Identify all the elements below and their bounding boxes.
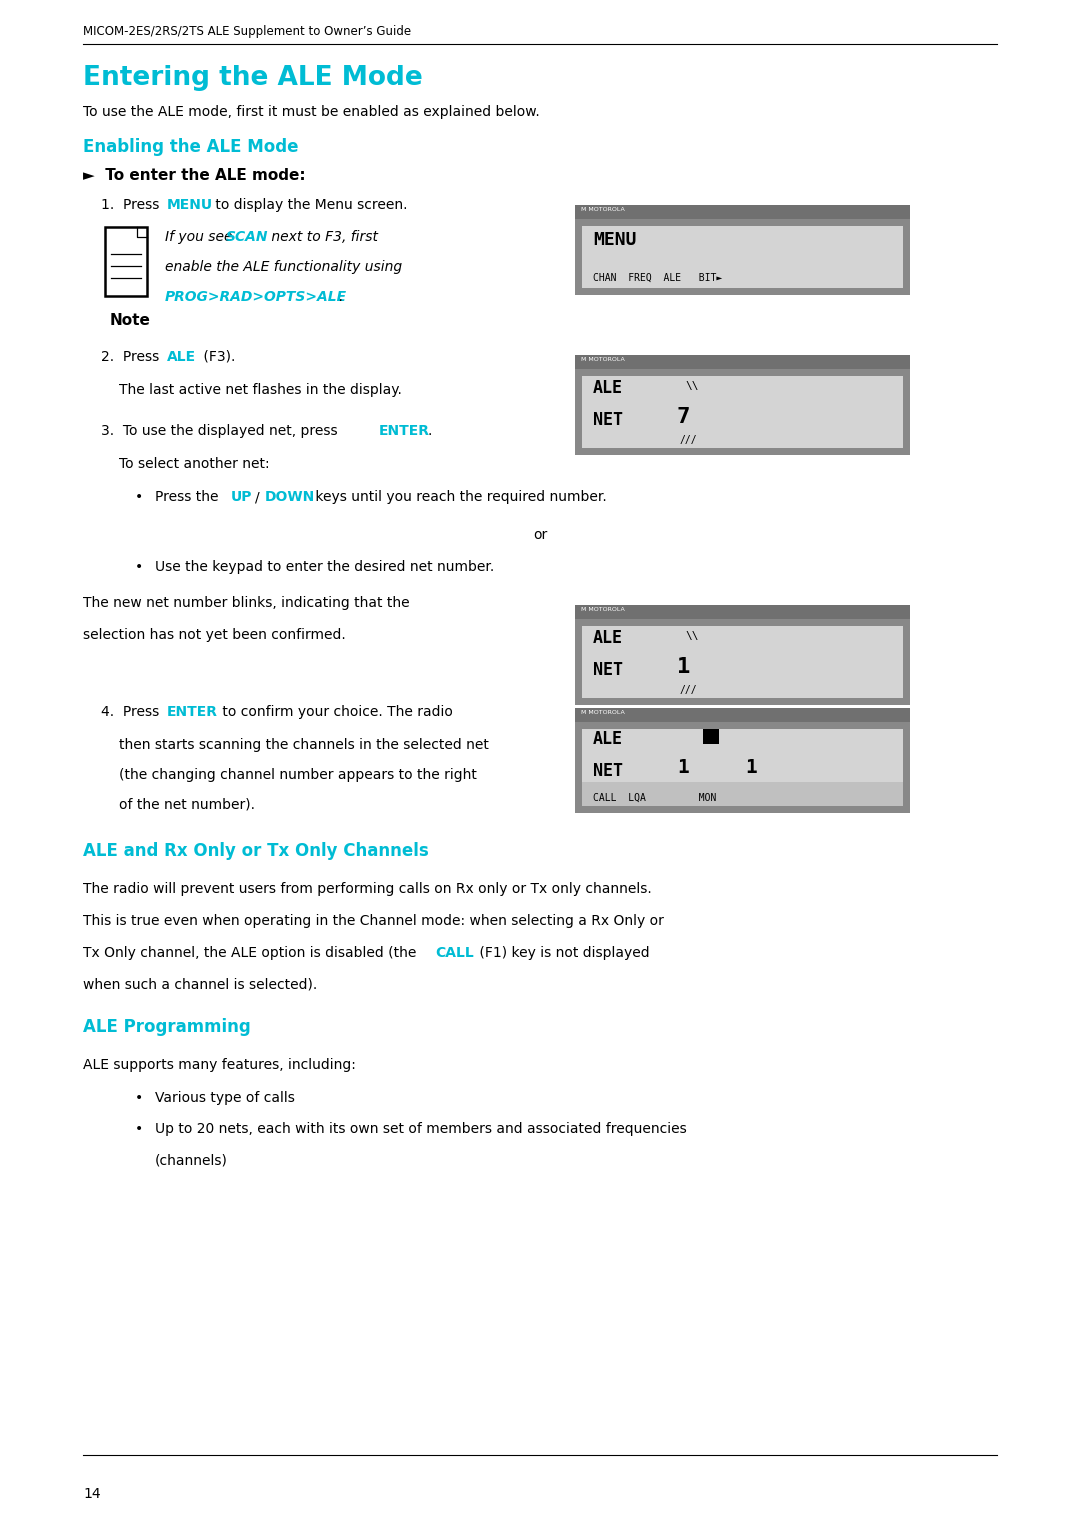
Text: keys until you reach the required number.: keys until you reach the required number… [311,489,607,505]
Text: M MOTOROLA: M MOTOROLA [581,356,624,362]
FancyBboxPatch shape [582,729,903,806]
Text: M MOTOROLA: M MOTOROLA [581,607,624,612]
Text: selection has not yet been confirmed.: selection has not yet been confirmed. [83,628,346,642]
Text: •: • [135,489,144,505]
Text: ///: /// [680,685,698,696]
Text: NET: NET [593,661,623,679]
Text: .: . [428,424,432,437]
Text: 1: 1 [677,758,689,777]
FancyBboxPatch shape [105,226,147,297]
Text: 1: 1 [745,758,757,777]
Text: ALE: ALE [593,379,623,398]
Text: ALE Programming: ALE Programming [83,1018,251,1037]
Text: of the net number).: of the net number). [119,798,255,812]
Text: To select another net:: To select another net: [119,457,270,471]
Text: ►  To enter the ALE mode:: ► To enter the ALE mode: [83,168,306,183]
FancyBboxPatch shape [575,605,910,705]
FancyBboxPatch shape [575,355,910,368]
Text: MICOM-2ES/2RS/2TS ALE Supplement to Owner’s Guide: MICOM-2ES/2RS/2TS ALE Supplement to Owne… [83,24,411,38]
Text: (the changing channel number appears to the right: (the changing channel number appears to … [119,768,477,781]
Text: to confirm your choice. The radio: to confirm your choice. The radio [218,705,453,719]
Text: M MOTOROLA: M MOTOROLA [581,709,624,716]
Text: ENTER: ENTER [379,424,430,437]
Text: (channels): (channels) [156,1153,228,1167]
Text: /: / [255,489,260,505]
Text: ENTER: ENTER [167,705,218,719]
Text: \\: \\ [685,631,699,641]
Text: to display the Menu screen.: to display the Menu screen. [212,197,407,213]
Text: (F3).: (F3). [199,350,235,364]
Text: ///: /// [680,434,698,445]
Text: 1: 1 [677,657,690,677]
FancyBboxPatch shape [703,729,719,745]
Text: To use the ALE mode, first it must be enabled as explained below.: To use the ALE mode, first it must be en… [83,106,540,119]
Text: when such a channel is selected).: when such a channel is selected). [83,979,318,992]
Text: 4.  Press: 4. Press [102,705,164,719]
Text: NET: NET [593,761,623,780]
FancyBboxPatch shape [582,226,903,287]
FancyBboxPatch shape [575,205,910,219]
Text: ALE: ALE [593,628,623,647]
Text: Tx Only channel, the ALE option is disabled (the: Tx Only channel, the ALE option is disab… [83,946,421,960]
FancyBboxPatch shape [575,355,910,456]
Text: •: • [135,560,144,573]
Text: Various type of calls: Various type of calls [156,1092,295,1105]
Text: Enabling the ALE Mode: Enabling the ALE Mode [83,138,299,156]
Text: or: or [532,528,548,541]
Text: PROG>RAD>OPTS>ALE: PROG>RAD>OPTS>ALE [165,291,348,304]
Text: The last active net flashes in the display.: The last active net flashes in the displ… [119,382,402,398]
Text: MENU: MENU [167,197,213,213]
Text: 1.  Press: 1. Press [102,197,164,213]
FancyBboxPatch shape [582,376,903,448]
Text: Up to 20 nets, each with its own set of members and associated frequencies: Up to 20 nets, each with its own set of … [156,1122,687,1136]
Text: UP: UP [231,489,253,505]
FancyBboxPatch shape [575,605,910,619]
Text: Press the: Press the [156,489,224,505]
Text: Use the keypad to enter the desired net number.: Use the keypad to enter the desired net … [156,560,495,573]
FancyBboxPatch shape [575,205,910,295]
Text: The new net number blinks, indicating that the: The new net number blinks, indicating th… [83,596,409,610]
Text: .: . [339,291,343,304]
Text: •: • [135,1092,144,1105]
Text: NET: NET [593,411,623,430]
Text: •: • [135,1122,144,1136]
FancyBboxPatch shape [582,625,903,699]
Text: The radio will prevent users from performing calls on Rx only or Tx only channel: The radio will prevent users from perfor… [83,882,652,896]
Text: Entering the ALE Mode: Entering the ALE Mode [83,66,423,92]
Text: 7: 7 [677,407,690,427]
Text: CALL  LQA         MON: CALL LQA MON [593,794,716,803]
Text: DOWN: DOWN [266,489,315,505]
FancyBboxPatch shape [582,781,903,806]
Text: This is true even when operating in the Channel mode: when selecting a Rx Only o: This is true even when operating in the … [83,914,664,928]
Text: ALE: ALE [593,729,623,748]
Text: Note: Note [109,313,150,329]
Text: MENU: MENU [593,231,636,249]
FancyBboxPatch shape [575,708,910,722]
Text: 2.  Press: 2. Press [102,350,164,364]
Text: ALE and Rx Only or Tx Only Channels: ALE and Rx Only or Tx Only Channels [83,842,429,859]
Text: 3.  To use the displayed net, press: 3. To use the displayed net, press [102,424,342,437]
Text: enable the ALE functionality using: enable the ALE functionality using [165,260,402,274]
Text: (F1) key is not displayed: (F1) key is not displayed [475,946,650,960]
Text: If you see: If you see [165,229,237,245]
FancyBboxPatch shape [575,708,910,813]
Text: \\: \\ [685,381,699,391]
Text: then starts scanning the channels in the selected net: then starts scanning the channels in the… [119,739,489,752]
Text: SCAN: SCAN [226,229,268,245]
Text: CHAN  FREQ  ALE   BIT►: CHAN FREQ ALE BIT► [593,274,723,283]
Text: 14: 14 [83,1488,100,1501]
Text: next to F3, first: next to F3, first [267,229,378,245]
Text: M MOTOROLA: M MOTOROLA [581,206,624,213]
Text: ALE supports many features, including:: ALE supports many features, including: [83,1058,356,1072]
Text: CALL: CALL [435,946,474,960]
Text: ALE: ALE [167,350,197,364]
